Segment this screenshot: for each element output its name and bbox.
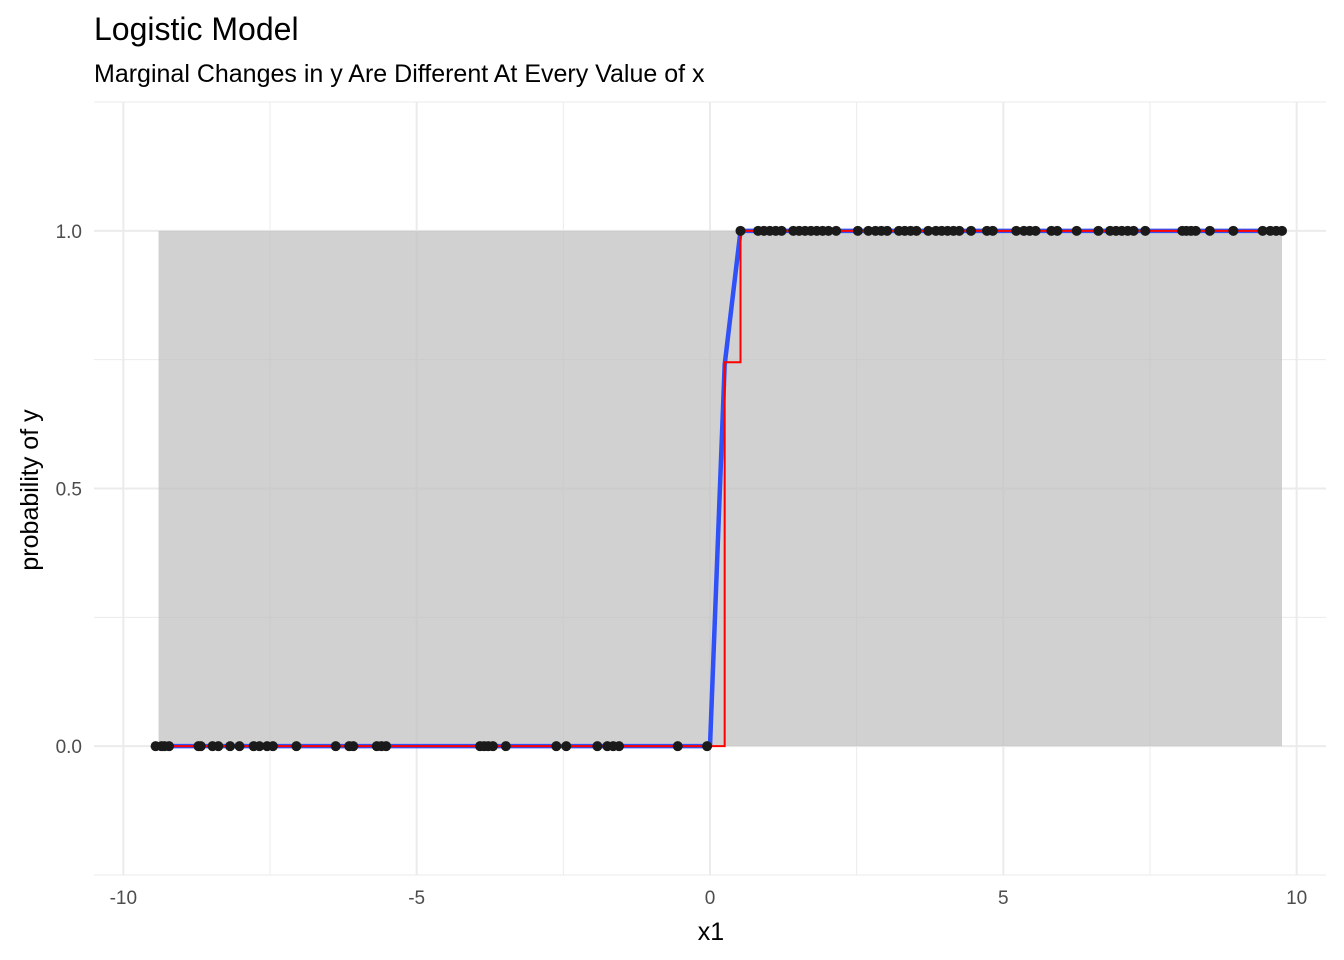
- y-axis-ticks: 0.0 0.5 1.0: [56, 222, 82, 758]
- data-point: [987, 225, 998, 236]
- data-point: [1228, 225, 1239, 236]
- data-point: [776, 225, 787, 236]
- x-axis-title: x1: [698, 918, 724, 946]
- data-point: [267, 741, 278, 752]
- data-point: [487, 741, 498, 752]
- data-point: [1052, 225, 1063, 236]
- y-tick-label: 0.0: [56, 737, 82, 758]
- data-point: [735, 225, 746, 236]
- data-point: [254, 741, 265, 752]
- x-tick-label: 0: [705, 888, 716, 909]
- x-tick-label: -5: [408, 888, 425, 909]
- data-point: [823, 225, 834, 236]
- data-point: [1277, 225, 1287, 236]
- data-point: [1011, 225, 1022, 236]
- data-point: [592, 741, 603, 752]
- data-point: [1128, 225, 1139, 236]
- data-point: [1190, 225, 1201, 236]
- data-point: [852, 225, 863, 236]
- data-point: [614, 741, 625, 752]
- data-point: [863, 225, 874, 236]
- data-point: [954, 225, 965, 236]
- data-point: [500, 741, 511, 752]
- data-point: [831, 225, 842, 236]
- data-point: [164, 741, 175, 752]
- data-point: [1204, 225, 1215, 236]
- y-tick-label: 1.0: [56, 222, 82, 243]
- data-point: [551, 741, 562, 752]
- data-point: [234, 741, 245, 752]
- y-axis-title: probability of y: [16, 409, 44, 571]
- y-tick-label: 0.5: [56, 480, 82, 501]
- data-point: [911, 225, 922, 236]
- data-point: [1030, 225, 1041, 236]
- data-point: [348, 741, 359, 752]
- data-point: [1257, 225, 1268, 236]
- chart-subtitle: Marginal Changes in y Are Different At E…: [94, 60, 705, 88]
- data-point: [672, 741, 683, 752]
- data-point: [966, 225, 977, 236]
- data-point: [882, 225, 893, 236]
- data-point: [1071, 225, 1082, 236]
- data-point: [702, 741, 713, 752]
- chart-title: Logistic Model: [94, 11, 299, 47]
- data-point: [291, 741, 302, 752]
- data-points: [150, 225, 1287, 752]
- data-point: [330, 741, 341, 752]
- data-point: [1093, 225, 1104, 236]
- x-axis-ticks: -10 -5 0 5 10: [110, 888, 1308, 909]
- data-point: [1140, 225, 1151, 236]
- data-point: [561, 741, 572, 752]
- data-point: [213, 741, 224, 752]
- data-point: [195, 741, 206, 752]
- x-tick-label: -10: [110, 888, 137, 909]
- x-tick-label: 5: [998, 888, 1009, 909]
- data-point: [381, 741, 392, 752]
- data-point: [923, 225, 934, 236]
- x-tick-label: 10: [1286, 888, 1307, 909]
- data-point: [225, 741, 236, 752]
